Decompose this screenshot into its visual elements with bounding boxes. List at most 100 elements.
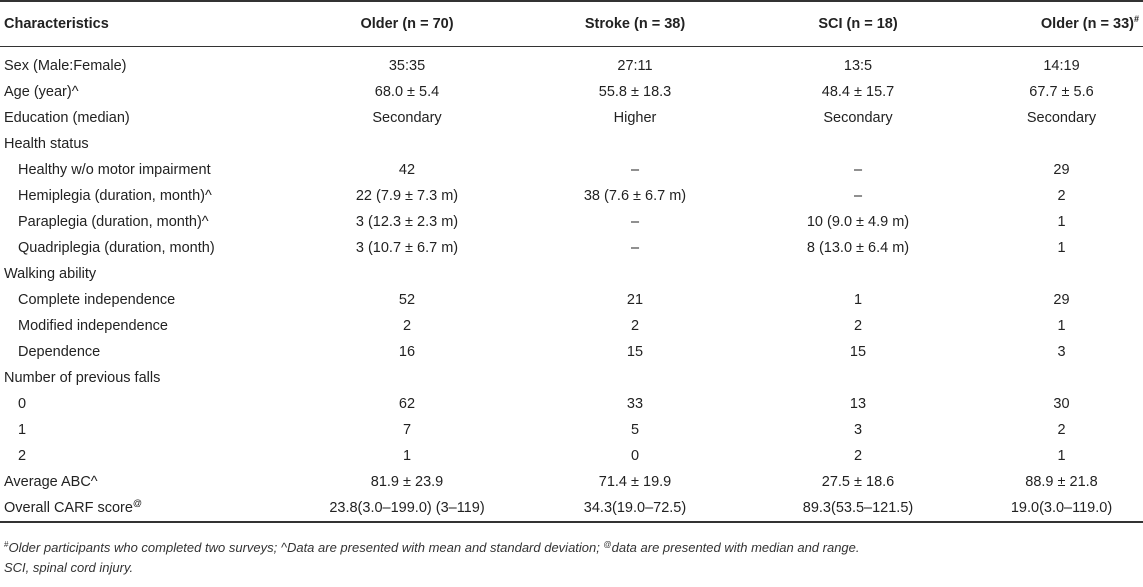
cell-stroke: 2 xyxy=(630,318,640,334)
row-label-mark: @ xyxy=(132,498,143,508)
row-label: Walking ability xyxy=(4,266,97,282)
cell-sci: 27.5 ± 18.6 xyxy=(821,474,895,490)
row-label: Dependence xyxy=(18,344,101,360)
cell-older xyxy=(280,365,534,391)
row-label: 0 xyxy=(18,396,27,412)
header-older-survey-label: Older (n = 33) xyxy=(1040,16,1134,32)
cell-older2: 29 xyxy=(1053,162,1070,178)
row-label-cell: 0 xyxy=(0,391,280,417)
row-label: Overall CARF score xyxy=(4,500,133,516)
cell-older: 35:35 xyxy=(388,58,426,74)
cell-older: 22 (7.9 ± 7.3 m) xyxy=(355,188,459,204)
cell-older: 81.9 ± 23.9 xyxy=(370,474,444,490)
cell-stroke: 38 (7.6 ± 6.7 m) xyxy=(583,188,687,204)
table-header-row: Characteristics Older (n = 70) Stroke (n… xyxy=(0,0,1143,47)
row-label: Age (year)^ xyxy=(4,84,79,100)
row-label: Paraplegia (duration, month)^ xyxy=(18,214,209,230)
cell-older: 42 xyxy=(398,162,416,178)
cell-stroke xyxy=(534,131,736,157)
row-label: 1 xyxy=(18,422,27,438)
table-row: 1 7 5 3 2 xyxy=(0,417,1143,443)
cell-stroke xyxy=(534,261,736,287)
table-row: Modified independence 2 2 2 1 xyxy=(0,313,1143,339)
header-stroke: Stroke (n = 38) xyxy=(534,0,736,47)
cell-sci: 1 xyxy=(853,292,863,308)
row-label-cell: Paraplegia (duration, month)^ xyxy=(0,209,280,235)
cell-sci: 15 xyxy=(849,344,867,360)
row-label-cell: Average ABC^ xyxy=(0,469,280,495)
row-label: Complete independence xyxy=(18,292,176,308)
row-label: Hemiplegia (duration, month)^ xyxy=(18,188,212,204)
row-label: Education (median) xyxy=(4,110,130,126)
table-body: Sex (Male:Female) 35:35 27:11 13:5 14:19 Age … xyxy=(0,47,1143,523)
cell-older2: 1 xyxy=(1057,318,1066,334)
footnote-mark-at: @ xyxy=(603,540,612,549)
characteristics-table: Characteristics Older (n = 70) Stroke (n… xyxy=(0,0,1143,523)
table-row: Overall CARF score@ 23.8(3.0–199.0) (3–11… xyxy=(0,495,1143,523)
row-label-cell: Sex (Male:Female) xyxy=(0,47,280,80)
header-sci: SCI (n = 18) xyxy=(736,0,980,47)
cell-sci: 2 xyxy=(853,448,863,464)
row-label: Healthy w/o motor impairment xyxy=(18,162,211,178)
table-row: Sex (Male:Female) 35:35 27:11 13:5 14:19 xyxy=(0,47,1143,80)
cell-older2: 88.9 ± 21.8 xyxy=(1025,474,1098,490)
cell-stroke: 5 xyxy=(630,422,640,438)
cell-sci: 89.3(53.5–121.5) xyxy=(736,495,980,523)
row-label-cell: Age (year)^ xyxy=(0,79,280,105)
table-row: 2 1 0 2 1 xyxy=(0,443,1143,469)
cell-older: 1 xyxy=(402,448,412,464)
row-label-cell: Hemiplegia (duration, month)^ xyxy=(0,183,280,209)
footnote-line-2: SCI, spinal cord injury. xyxy=(4,560,134,575)
cell-stroke: – xyxy=(630,162,640,178)
header-older-survey: Older (n = 33)# xyxy=(980,0,1143,47)
cell-older2: Secondary xyxy=(1026,110,1097,126)
cell-sci: Secondary xyxy=(823,110,893,126)
cell-older2: 67.7 ± 5.6 xyxy=(1029,84,1094,100)
row-label-cell: Healthy w/o motor impairment xyxy=(0,157,280,183)
cell-older2: 1 xyxy=(1057,448,1066,464)
row-label-cell: Overall CARF score@ xyxy=(0,495,280,523)
cell-older: 3 (12.3 ± 2.3 m) xyxy=(355,214,459,230)
table-row: Dependence 16 15 15 3 xyxy=(0,339,1143,365)
cell-stroke: 27:11 xyxy=(617,58,653,74)
row-label-cell: Complete independence xyxy=(0,287,280,313)
header-older-survey-mark: # xyxy=(1133,14,1139,24)
row-label: 2 xyxy=(18,448,27,464)
row-label: Sex (Male:Female) xyxy=(4,58,127,74)
row-label-cell: Quadriplegia (duration, month) xyxy=(0,235,280,261)
cell-older: 68.0 ± 5.4 xyxy=(374,84,440,100)
cell-older: 7 xyxy=(402,422,412,438)
cell-stroke: 33 xyxy=(626,396,644,412)
cell-older2: 2 xyxy=(1057,422,1066,438)
cell-sci: 2 xyxy=(853,318,863,334)
cell-sci: 3 xyxy=(853,422,863,438)
table-row: Health status xyxy=(0,131,1143,157)
table-row: Healthy w/o motor impairment 42 – – 29 xyxy=(0,157,1143,183)
cell-sci xyxy=(736,261,980,287)
row-label-cell: Dependence xyxy=(0,339,280,365)
cell-sci: – xyxy=(853,162,863,178)
cell-sci: 8 (13.0 ± 6.4 m) xyxy=(806,240,910,256)
cell-sci: 10 (9.0 ± 4.9 m) xyxy=(806,214,910,230)
cell-older xyxy=(280,261,534,287)
cell-older: 3 (10.7 ± 6.7 m) xyxy=(355,240,459,256)
row-label-cell: Modified independence xyxy=(0,313,280,339)
cell-older2: 1 xyxy=(1057,214,1066,230)
row-label-cell: 2 xyxy=(0,443,280,469)
table-row: Education (median) Secondary Higher Seconda… xyxy=(0,105,1143,131)
table-row: Hemiplegia (duration, month)^ 22 (7.9 ± 7… xyxy=(0,183,1143,209)
cell-sci xyxy=(736,131,980,157)
row-label: Quadriplegia (duration, month) xyxy=(18,240,215,256)
row-label: Health status xyxy=(4,136,89,152)
header-characteristics: Characteristics xyxy=(0,0,280,47)
cell-older: Secondary xyxy=(372,110,442,126)
table-footnotes: #Older participants who completed two su… xyxy=(4,538,1134,578)
cell-stroke: Higher xyxy=(613,110,657,126)
table-row: Quadriplegia (duration, month) 3 (10.7 ± … xyxy=(0,235,1143,261)
cell-stroke: 15 xyxy=(626,344,644,360)
footnote-text-1: Older participants who completed two sur… xyxy=(8,540,604,555)
cell-older2 xyxy=(980,365,1143,391)
row-label-cell: Walking ability xyxy=(0,261,280,287)
row-label: Number of previous falls xyxy=(4,370,161,386)
cell-stroke: 71.4 ± 19.9 xyxy=(598,474,672,490)
